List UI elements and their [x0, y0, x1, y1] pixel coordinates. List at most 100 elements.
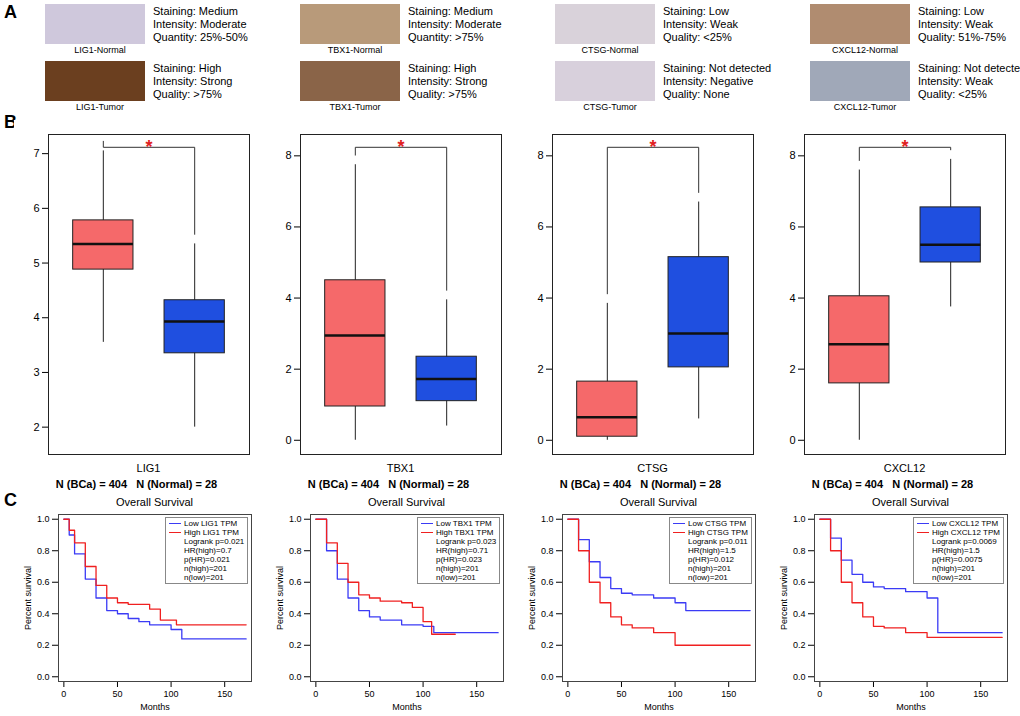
- html-text:Intensity: Weak: Intensity: Weak: [918, 75, 993, 87]
- svg-text:Percent survival: Percent survival: [527, 566, 537, 630]
- html-text:Intensity: Moderate: Intensity: Moderate: [408, 18, 502, 30]
- svg-text:50: 50: [112, 689, 122, 699]
- svg-text:Months: Months: [392, 702, 422, 712]
- svg-text:4: 4: [285, 292, 291, 304]
- html-text:Intensity: Weak: Intensity: Weak: [663, 18, 738, 30]
- svg-text:2: 2: [537, 363, 543, 375]
- svg-text:150: 150: [217, 689, 232, 699]
- html-text:Staining: Not detected: Staining: Not detected: [663, 62, 772, 74]
- svg-text:0.8: 0.8: [541, 546, 554, 556]
- svg-text:6: 6: [285, 220, 291, 232]
- svg-text:8: 8: [285, 149, 291, 161]
- svg-text:0.0: 0.0: [37, 672, 50, 682]
- svg-text:1.0: 1.0: [37, 514, 50, 524]
- svg-text:0.4: 0.4: [289, 609, 302, 619]
- svg-text:2: 2: [789, 363, 795, 375]
- svg-text:50: 50: [616, 689, 626, 699]
- svg-text:0: 0: [817, 689, 822, 699]
- svg-text:0.8: 0.8: [289, 546, 302, 556]
- svg-text:100: 100: [920, 689, 935, 699]
- html-text:Quantity: 25%-50%: Quantity: 25%-50%: [153, 31, 248, 43]
- svg-text:7: 7: [33, 147, 39, 159]
- html-text:Staining: Low: Staining: Low: [663, 5, 729, 17]
- svg-text:4: 4: [33, 311, 39, 323]
- html-text:Quality: 51%-75%: Quality: 51%-75%: [918, 31, 1006, 43]
- svg-text:Percent survival: Percent survival: [275, 566, 285, 630]
- html-text:Quality: None: Quality: None: [663, 88, 730, 100]
- svg-text:6: 6: [33, 202, 39, 214]
- svg-text:Percent survival: Percent survival: [779, 566, 789, 630]
- svg-text:6: 6: [537, 220, 543, 232]
- svg-text:0.2: 0.2: [541, 640, 554, 650]
- svg-text:Months: Months: [140, 702, 170, 712]
- svg-text:150: 150: [973, 689, 988, 699]
- svg-text:0: 0: [313, 689, 318, 699]
- svg-text:50: 50: [364, 689, 374, 699]
- svg-text:0.6: 0.6: [793, 577, 806, 587]
- svg-text:2: 2: [33, 421, 39, 433]
- svg-text:100: 100: [164, 689, 179, 699]
- html-text:Staining: Medium: Staining: Medium: [153, 5, 238, 17]
- svg-text:8: 8: [537, 149, 543, 161]
- svg-text:0.2: 0.2: [793, 640, 806, 650]
- svg-text:0: 0: [565, 689, 570, 699]
- svg-text:0.8: 0.8: [37, 546, 50, 556]
- svg-text:8: 8: [789, 149, 795, 161]
- svg-text:Months: Months: [896, 702, 926, 712]
- svg-text:5: 5: [33, 257, 39, 269]
- html-text:Quality: >75%: Quality: >75%: [153, 88, 222, 100]
- svg-text:0.0: 0.0: [793, 672, 806, 682]
- svg-text:0.6: 0.6: [541, 577, 554, 587]
- svg-text:*: *: [397, 137, 404, 157]
- svg-text:Months: Months: [644, 702, 674, 712]
- html-text:A: A: [4, 2, 17, 22]
- html-text:Quality: <25%: Quality: <25%: [918, 88, 987, 100]
- svg-text:2: 2: [285, 363, 291, 375]
- html-text:Intensity: Moderate: Intensity: Moderate: [153, 18, 247, 30]
- html-text:Intensity: Negative: Intensity: Negative: [663, 75, 754, 87]
- svg-text:0.8: 0.8: [793, 546, 806, 556]
- svg-text:0.0: 0.0: [541, 672, 554, 682]
- svg-text:150: 150: [721, 689, 736, 699]
- html-text:Staining: Low: Staining: Low: [918, 5, 984, 17]
- svg-text:*: *: [649, 137, 656, 157]
- svg-text:0.6: 0.6: [37, 577, 50, 587]
- svg-text:0.2: 0.2: [37, 640, 50, 650]
- html-text:Quantity: >75%: Quantity: >75%: [408, 31, 484, 43]
- html-text:B: B: [4, 112, 17, 132]
- svg-text:0.4: 0.4: [37, 609, 50, 619]
- html-text:Staining: High: Staining: High: [408, 62, 477, 74]
- svg-text:6: 6: [789, 220, 795, 232]
- svg-text:3: 3: [33, 366, 39, 378]
- svg-text:0.0: 0.0: [289, 672, 302, 682]
- html-text:Intensity: Strong: Intensity: Strong: [408, 75, 488, 87]
- svg-text:150: 150: [469, 689, 484, 699]
- svg-text:0.4: 0.4: [541, 609, 554, 619]
- svg-text:100: 100: [416, 689, 431, 699]
- html-text:Intensity: Strong: Intensity: Strong: [153, 75, 233, 87]
- html-text:C: C: [4, 490, 17, 510]
- svg-text:0: 0: [285, 434, 291, 446]
- svg-text:1.0: 1.0: [541, 514, 554, 524]
- html-text:Quality: <25%: Quality: <25%: [663, 31, 732, 43]
- svg-text:1.0: 1.0: [289, 514, 302, 524]
- svg-text:0: 0: [61, 689, 66, 699]
- html-text:Staining: High: Staining: High: [153, 62, 222, 74]
- svg-text:0.2: 0.2: [289, 640, 302, 650]
- html-text:LIG1: LIG1: [136, 462, 161, 474]
- svg-text:0.4: 0.4: [793, 609, 806, 619]
- svg-text:0.6: 0.6: [289, 577, 302, 587]
- svg-text:*: *: [901, 137, 908, 157]
- svg-text:100: 100: [668, 689, 683, 699]
- svg-text:0: 0: [789, 434, 795, 446]
- html-text:Quality: >75%: Quality: >75%: [408, 88, 477, 100]
- svg-text:*: *: [145, 137, 152, 157]
- svg-text:Percent survival: Percent survival: [23, 566, 33, 630]
- html-text:Intensity: Weak: Intensity: Weak: [918, 18, 993, 30]
- svg-text:1.0: 1.0: [793, 514, 806, 524]
- svg-text:4: 4: [789, 292, 795, 304]
- html-text:Staining: Medium: Staining: Medium: [408, 5, 493, 17]
- svg-text:50: 50: [868, 689, 878, 699]
- svg-text:0: 0: [537, 434, 543, 446]
- svg-text:4: 4: [537, 292, 543, 304]
